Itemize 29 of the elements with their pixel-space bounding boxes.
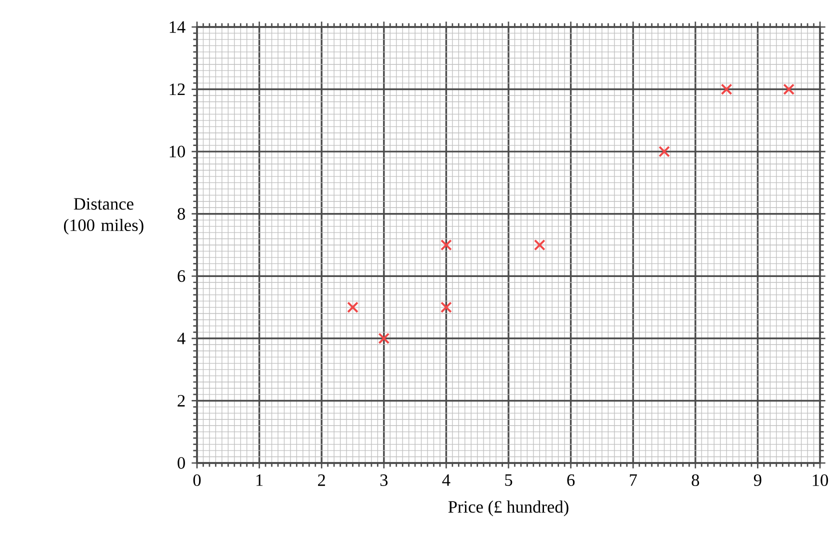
x-tick-label: 7 [630,474,637,486]
x-axis-title: Price (£ hundred) [448,500,568,516]
y-tick-label: 8 [178,208,185,220]
point [440,239,452,251]
x-tick-label: 4 [442,474,450,486]
y-tick-label: 4 [177,332,186,344]
x-tick-label: 0 [193,474,201,486]
point [347,302,358,313]
y-tick-label: 2 [178,394,185,406]
y-tick-label: 10 [170,146,185,158]
y-tick-label: 12 [170,84,185,96]
y-axis-title: Distance (100 miles) [64,198,144,235]
point [440,302,452,313]
point [720,84,732,95]
y-tick-label: 6 [178,270,186,282]
point [658,146,670,158]
x-tick-label: 3 [380,474,388,486]
y-tick-label: 14 [170,21,186,33]
x-tick-label: 8 [692,474,700,486]
x-tick-label: 9 [754,474,762,486]
x-tick-label: 2 [318,474,325,486]
x-tick-label: 1 [256,474,263,486]
x-tick-label: 6 [567,474,575,486]
y-tick-label: 0 [178,457,185,469]
x-tick-label: 5 [505,474,512,486]
x-tick-label: 10 [812,474,828,486]
point [783,84,795,95]
point [534,239,546,251]
point [378,332,390,344]
